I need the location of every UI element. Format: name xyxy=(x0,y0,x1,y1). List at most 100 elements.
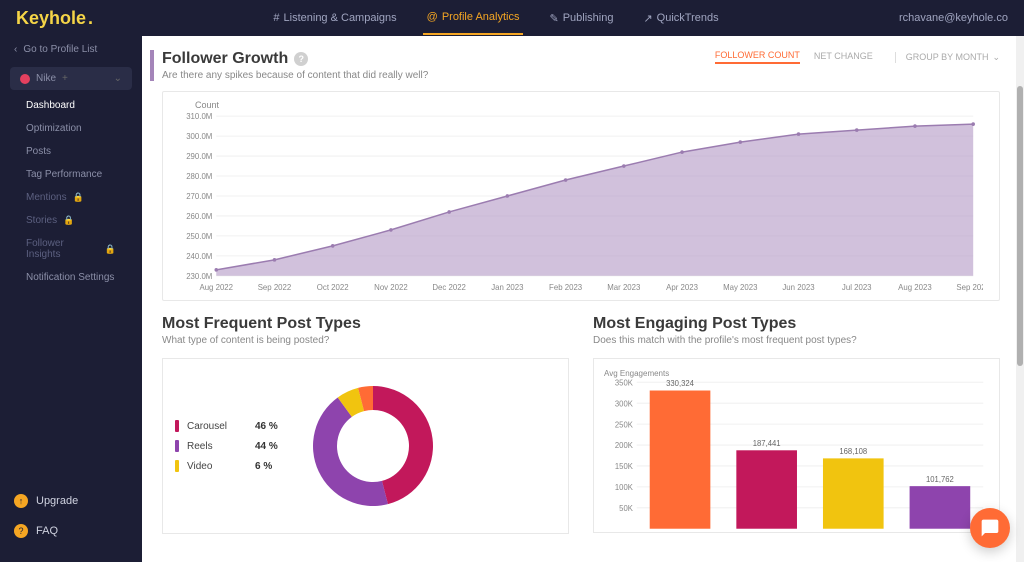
post-types-chart: Carousel 46 % Reels 44 % Video 6 % xyxy=(162,358,569,534)
nav-tab-listening-campaigns[interactable]: # Listening & Campaigns xyxy=(269,1,400,35)
faq-label: FAQ xyxy=(36,525,58,537)
svg-text:150K: 150K xyxy=(615,462,634,471)
nav-tab-quicktrends[interactable]: ↗ QuickTrends xyxy=(639,1,722,35)
nav-label: QuickTrends xyxy=(657,12,719,24)
sidebar-item-tag-performance[interactable]: Tag Performance xyxy=(0,163,142,186)
svg-text:101,762: 101,762 xyxy=(926,475,954,484)
svg-text:230.0M: 230.0M xyxy=(186,272,212,281)
back-to-profiles[interactable]: ‹ Go to Profile List xyxy=(0,36,142,63)
help-icon[interactable]: ? xyxy=(294,52,308,66)
sidebar-item-notification-settings[interactable]: Notification Settings xyxy=(0,266,142,289)
svg-text:260.0M: 260.0M xyxy=(186,212,212,221)
profile-name: Nike xyxy=(36,73,56,84)
legend-label: Carousel xyxy=(187,421,247,432)
back-label: Go to Profile List xyxy=(23,44,97,55)
svg-text:Apr 2023: Apr 2023 xyxy=(666,283,698,292)
brand-logo[interactable]: Keyhole. xyxy=(16,8,93,29)
sidebar-item-optimization[interactable]: Optimization xyxy=(0,117,142,140)
nav-tab-profile-analytics[interactable]: @ Profile Analytics xyxy=(423,1,524,35)
svg-text:Jun 2023: Jun 2023 xyxy=(782,283,815,292)
sidebar-item-dashboard[interactable]: Dashboard xyxy=(0,94,142,117)
chart-tab-net-change[interactable]: NET CHANGE xyxy=(814,51,873,63)
svg-text:Jul 2023: Jul 2023 xyxy=(842,283,872,292)
logo-dot: . xyxy=(88,8,93,29)
legend-value: 44 % xyxy=(255,441,278,452)
lock-icon: 🔒 xyxy=(105,244,116,255)
chat-icon xyxy=(980,518,1000,538)
y-axis-label: Count xyxy=(195,100,219,110)
faq-icon: ? xyxy=(14,524,28,538)
color-swatch xyxy=(175,420,179,432)
sidebar-label: Notification Settings xyxy=(26,272,114,283)
chat-widget[interactable] xyxy=(970,508,1010,548)
svg-text:270.0M: 270.0M xyxy=(186,192,212,201)
nav-label: Profile Analytics xyxy=(442,11,520,23)
svg-text:280.0M: 280.0M xyxy=(186,172,212,181)
chart-tab-follower-count[interactable]: FOLLOWER COUNT xyxy=(715,50,800,64)
engaging-types-subtitle: Does this match with the profile's most … xyxy=(593,335,1000,346)
nav-tab-publishing[interactable]: ✎ Publishing xyxy=(545,1,617,35)
scrollbar[interactable] xyxy=(1016,36,1024,562)
faq-button[interactable]: ? FAQ xyxy=(0,516,142,546)
svg-text:50K: 50K xyxy=(619,504,633,513)
sidebar-label: Posts xyxy=(26,146,51,157)
sidebar-item-posts[interactable]: Posts xyxy=(0,140,142,163)
sidebar-label: Optimization xyxy=(26,123,82,134)
svg-text:290.0M: 290.0M xyxy=(186,152,212,161)
group-by-selector[interactable]: GROUP BY MONTH ⌄ xyxy=(895,52,1000,63)
legend-row-carousel: Carousel 46 % xyxy=(175,416,278,436)
user-email[interactable]: rchavane@keyhole.co xyxy=(899,12,1008,24)
svg-text:Dec 2022: Dec 2022 xyxy=(432,283,466,292)
svg-text:330,324: 330,324 xyxy=(666,379,694,388)
svg-text:Aug 2023: Aug 2023 xyxy=(898,283,932,292)
scrollbar-thumb[interactable] xyxy=(1017,86,1023,366)
chart-tabs: FOLLOWER COUNT NET CHANGE GROUP BY MONTH ⌄ xyxy=(715,50,1000,64)
chevron-down-icon: ⌄ xyxy=(114,73,122,84)
sidebar-label: Tag Performance xyxy=(26,169,102,180)
svg-text:100K: 100K xyxy=(615,483,634,492)
main-content: Follower Growth ? Are there any spikes b… xyxy=(142,36,1024,562)
legend-row-reels: Reels 44 % xyxy=(175,436,278,456)
legend-row-video: Video 6 % xyxy=(175,456,278,476)
legend-label: Video xyxy=(187,461,247,472)
color-swatch xyxy=(175,440,179,452)
color-swatch xyxy=(175,460,179,472)
bar-y-axis-label: Avg Engagements xyxy=(604,369,989,378)
nav-label: Publishing xyxy=(563,12,614,24)
profile-selector[interactable]: Nike + ⌄ xyxy=(10,67,132,90)
svg-text:Feb 2023: Feb 2023 xyxy=(549,283,583,292)
post-types-subtitle: What type of content is being posted? xyxy=(162,335,569,346)
svg-text:300.0M: 300.0M xyxy=(186,132,212,141)
svg-text:May 2023: May 2023 xyxy=(723,283,758,292)
nav-label: Listening & Campaigns xyxy=(284,12,397,24)
svg-text:Aug 2022: Aug 2022 xyxy=(199,283,233,292)
sidebar-label: Stories xyxy=(26,215,57,226)
svg-text:Sep 2022: Sep 2022 xyxy=(258,283,292,292)
nav-icon: ↗ xyxy=(643,12,652,25)
follower-growth-subtitle: Are there any spikes because of content … xyxy=(162,70,715,81)
nav-tabs: # Listening & Campaigns @ Profile Analyti… xyxy=(269,1,722,35)
svg-text:Nov 2022: Nov 2022 xyxy=(374,283,408,292)
brand-text: Keyhole xyxy=(16,8,86,29)
post-types-title: Most Frequent Post Types xyxy=(162,315,569,333)
chevron-down-icon: ⌄ xyxy=(992,52,1000,63)
group-by-label: GROUP BY MONTH xyxy=(906,52,989,62)
upgrade-button[interactable]: ↑ Upgrade xyxy=(0,486,142,516)
legend-value: 6 % xyxy=(255,461,272,472)
sidebar: ‹ Go to Profile List Nike + ⌄ Dashboard O… xyxy=(0,36,142,562)
svg-text:240.0M: 240.0M xyxy=(186,252,212,261)
legend-label: Reels xyxy=(187,441,247,452)
svg-text:Oct 2022: Oct 2022 xyxy=(317,283,349,292)
sidebar-label: Mentions xyxy=(26,192,67,203)
upgrade-icon: ↑ xyxy=(14,494,28,508)
lock-icon: 🔒 xyxy=(73,192,84,203)
svg-text:350K: 350K xyxy=(615,378,634,387)
nav-icon: # xyxy=(273,12,279,24)
svg-text:310.0M: 310.0M xyxy=(186,112,212,121)
sidebar-item-mentions[interactable]: Mentions 🔒 xyxy=(0,186,142,209)
legend-value: 46 % xyxy=(255,421,278,432)
topbar: Keyhole. # Listening & Campaigns @ Profil… xyxy=(0,0,1024,36)
sidebar-item-stories[interactable]: Stories🔒 xyxy=(0,209,142,232)
sidebar-item-follower-insights[interactable]: Follower Insights🔒 xyxy=(0,232,142,266)
svg-text:Jan 2023: Jan 2023 xyxy=(491,283,524,292)
